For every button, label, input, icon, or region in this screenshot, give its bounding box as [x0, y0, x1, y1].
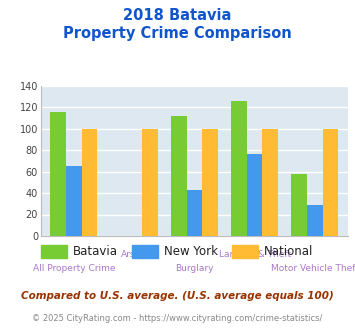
Text: Arson: Arson — [121, 250, 147, 259]
Text: Compared to U.S. average. (U.S. average equals 100): Compared to U.S. average. (U.S. average … — [21, 291, 334, 301]
Text: 2018 Batavia: 2018 Batavia — [123, 8, 232, 23]
Bar — [66, 166, 82, 236]
Bar — [82, 129, 97, 236]
Text: Larceny & Theft: Larceny & Theft — [219, 250, 291, 259]
Bar — [186, 190, 202, 236]
Bar — [323, 129, 338, 236]
Text: Burglary: Burglary — [175, 264, 214, 273]
Bar — [262, 129, 278, 236]
Bar — [231, 101, 247, 236]
Bar — [307, 205, 323, 236]
Bar — [202, 129, 218, 236]
Bar — [142, 129, 158, 236]
Bar — [291, 174, 307, 236]
Bar — [50, 112, 66, 236]
Legend: Batavia, New York, National: Batavia, New York, National — [37, 240, 318, 263]
Bar — [171, 116, 186, 236]
Bar — [247, 154, 262, 236]
Text: Property Crime Comparison: Property Crime Comparison — [63, 26, 292, 41]
Text: © 2025 CityRating.com - https://www.cityrating.com/crime-statistics/: © 2025 CityRating.com - https://www.city… — [32, 314, 323, 323]
Text: Motor Vehicle Theft: Motor Vehicle Theft — [271, 264, 355, 273]
Text: All Property Crime: All Property Crime — [33, 264, 115, 273]
